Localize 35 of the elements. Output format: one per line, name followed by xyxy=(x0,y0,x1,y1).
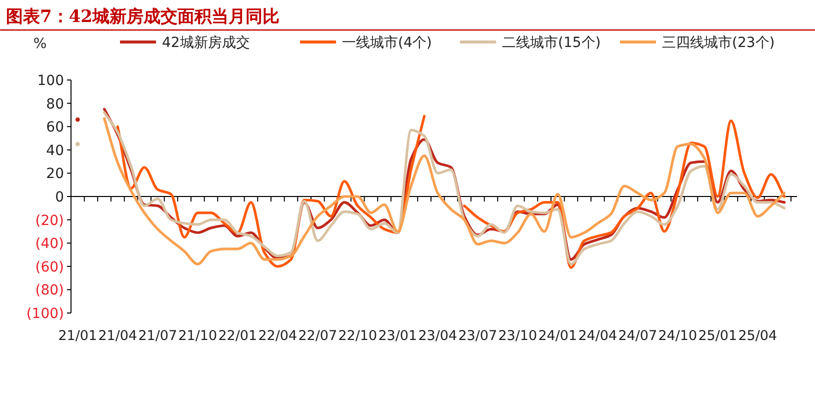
y-tick-label: 60 xyxy=(46,120,64,136)
x-tick-label: 25/01 xyxy=(698,328,738,344)
x-tick-label: 24/07 xyxy=(618,328,658,344)
y-tick-label: 20 xyxy=(46,166,64,182)
y-tick-label: (20) xyxy=(35,212,64,229)
x-tick-label: 21/04 xyxy=(98,328,138,344)
y-tick-label: (100) xyxy=(26,306,64,322)
x-tick-label: 23/01 xyxy=(378,328,418,344)
chart-title: 图表7：42城新房成交面积当月同比 xyxy=(6,7,280,27)
legend-label: 42城新房成交 xyxy=(162,35,250,51)
y-tick-label: 0 xyxy=(55,190,64,206)
y-tick-label: (40) xyxy=(35,236,64,252)
x-tick-label: 23/04 xyxy=(418,328,458,344)
x-tick-label: 24/01 xyxy=(538,328,578,344)
x-tick-label: 23/10 xyxy=(498,328,538,344)
x-tick-label: 21/07 xyxy=(138,328,178,344)
x-tick-label: 24/04 xyxy=(578,328,618,344)
x-tick-label: 21/10 xyxy=(178,328,218,344)
x-tick-label: 24/10 xyxy=(658,328,698,344)
x-tick-label: 22/07 xyxy=(298,328,338,344)
y-axis-title: % xyxy=(33,36,47,52)
y-tick-label: 40 xyxy=(46,142,64,159)
legend-label: 三四线城市(23个) xyxy=(662,35,775,51)
legend-label: 一线城市(4个) xyxy=(342,35,432,51)
x-tick-label: 23/07 xyxy=(458,328,498,344)
y-tick-label: (80) xyxy=(35,282,64,299)
y-tick-label: 100 xyxy=(37,73,64,89)
x-tick-label: 22/04 xyxy=(258,328,298,344)
y-tick-label: (60) xyxy=(35,259,64,276)
x-tick-label: 25/04 xyxy=(738,328,778,344)
x-tick-label: 21/01 xyxy=(58,328,98,344)
y-tick-label: 80 xyxy=(46,96,64,112)
legend-label: 二线城市(15个) xyxy=(502,35,601,51)
x-tick-label: 22/10 xyxy=(338,328,378,344)
x-tick-label: 22/01 xyxy=(218,328,258,344)
